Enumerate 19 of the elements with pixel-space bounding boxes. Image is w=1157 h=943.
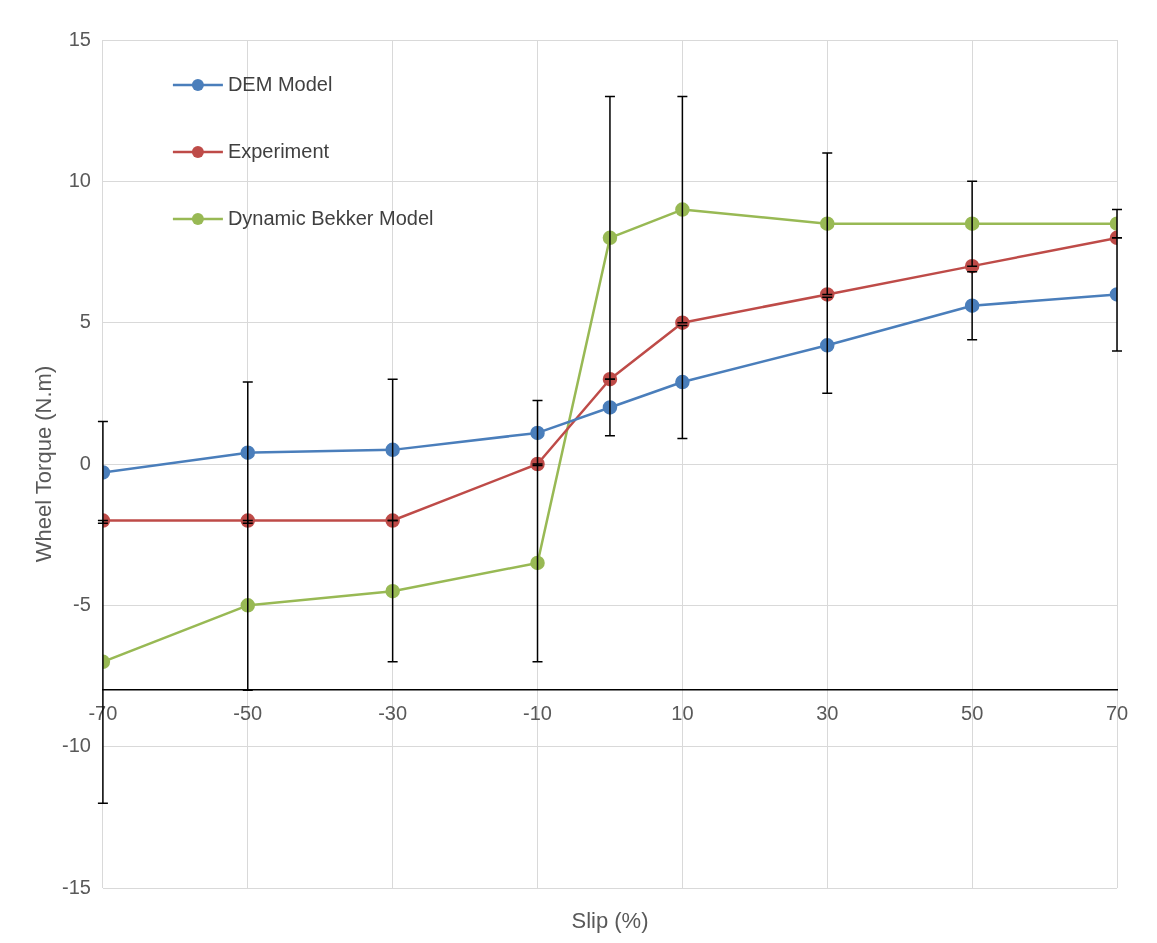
x-tick-label: 70 (1105, 701, 1129, 724)
y-tick-label: -5 (73, 592, 91, 615)
x-tick-label: -30 (378, 701, 408, 724)
x-tick-label: 50 (961, 701, 984, 724)
x-tick-label: -50 (233, 701, 263, 724)
y-tick-label: -10 (62, 734, 91, 757)
y-tick-label: 10 (68, 168, 91, 191)
y-tick-label: -15 (62, 875, 91, 898)
y-tick-label: 15 (68, 27, 91, 50)
x-tick-label: 10 (671, 701, 694, 724)
x-tick-label: -10 (523, 701, 552, 724)
y-axis-title: Wheel Torque (N.m) (31, 365, 57, 563)
y-tick-label: 5 (79, 310, 91, 333)
y-tick-label: 0 (79, 451, 91, 474)
x-axis-title: Slip (%) (571, 908, 649, 934)
legend-label: Experiment (227, 139, 330, 162)
legend-label: DEM Model (227, 72, 333, 95)
legend-label: Dynamic Bekker Model (227, 206, 434, 229)
x-tick-label: 30 (816, 701, 839, 724)
